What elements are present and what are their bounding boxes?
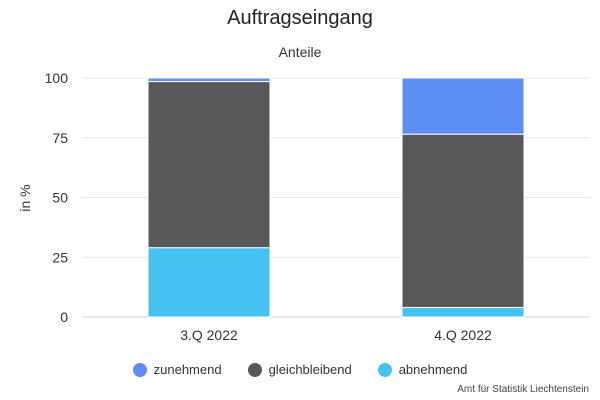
- legend-marker: [132, 362, 147, 377]
- y-axis-label: in %: [17, 184, 33, 211]
- x-axis-ticks: 3.Q 2022 4.Q 2022: [180, 327, 492, 343]
- y-tick-label: 50: [52, 190, 68, 206]
- bar-segment-gleichbleibend: [147, 81, 271, 249]
- credits[interactable]: Amt für Statistik Liechtenstein: [457, 384, 589, 395]
- legend-item-gleichbleibend[interactable]: gleichbleibend: [247, 362, 352, 377]
- bar-segment-zunehmend: [401, 77, 525, 135]
- legend-item-abnehmend[interactable]: abnehmend: [377, 362, 468, 377]
- x-tick-label: 3.Q 2022: [180, 327, 238, 343]
- legend-label: gleichbleibend: [268, 362, 352, 377]
- y-axis-ticks: 0 25 50 75 100: [45, 70, 69, 325]
- bars: [147, 77, 525, 318]
- y-tick-label: 0: [60, 309, 68, 325]
- legend-label: zunehmend: [153, 362, 222, 377]
- bar-segment-abnehmend: [401, 306, 525, 318]
- chart-title: Auftragseingang: [227, 7, 373, 29]
- y-tick-label: 25: [52, 249, 68, 265]
- bar-segment-gleichbleibend: [401, 133, 525, 308]
- legend-label: abnehmend: [398, 362, 468, 377]
- x-tick-label: 4.Q 2022: [434, 327, 492, 343]
- y-tick-label: 100: [45, 70, 69, 86]
- legend: zunehmend gleichbleibend abnehmend: [0, 362, 600, 377]
- legend-marker: [377, 362, 392, 377]
- chart-subtitle: Anteile: [278, 44, 322, 60]
- legend-item-zunehmend[interactable]: zunehmend: [132, 362, 222, 377]
- legend-marker: [247, 362, 262, 377]
- y-tick-label: 75: [52, 130, 68, 146]
- bar-segment-abnehmend: [147, 247, 271, 318]
- bar-segment-zunehmend: [147, 77, 271, 83]
